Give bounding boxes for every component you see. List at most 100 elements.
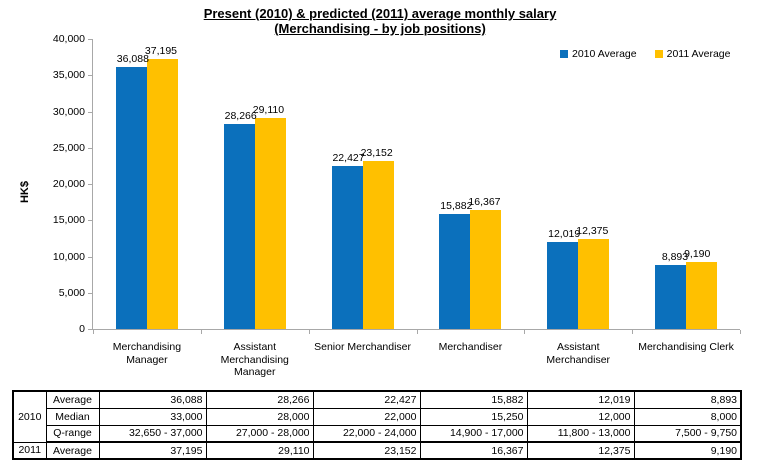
stat-cell: Average xyxy=(45,441,100,460)
bar-2010-average xyxy=(115,67,147,329)
stat-cell: Q-range xyxy=(45,424,100,443)
y-tick xyxy=(88,75,92,77)
bar-2011-average xyxy=(578,239,610,329)
value-cell: 22,427 xyxy=(312,390,421,409)
value-cell: 8,893 xyxy=(633,390,742,409)
y-axis-title: HK$ xyxy=(19,180,32,204)
legend-item: 2011 Average xyxy=(654,48,731,60)
y-tick-label: 0 xyxy=(79,323,85,335)
y-tick-label: 30,000 xyxy=(52,105,85,118)
value-cell: 12,000 xyxy=(526,407,635,426)
bar-2010-average xyxy=(547,241,579,329)
category-label: Merchandising Manager xyxy=(112,341,182,366)
category-label: Assistant Merchandiser xyxy=(546,341,611,366)
year-cell: 2011 xyxy=(12,441,47,460)
bar-2010-average xyxy=(655,264,687,329)
y-tick-label: 20,000 xyxy=(52,178,85,190)
y-tick xyxy=(88,220,92,222)
value-cell: 7,500 - 9,750 xyxy=(633,424,742,443)
y-tick xyxy=(88,39,92,40)
value-cell: 36,088 xyxy=(98,390,207,409)
y-tick xyxy=(88,184,92,185)
value-cell: 22,000 - 24,000 xyxy=(312,424,421,443)
bar-2011-average xyxy=(470,210,502,329)
x-tick xyxy=(93,330,94,334)
bar-value-label-2010: 28,266 xyxy=(224,110,257,123)
x-tick xyxy=(524,330,526,334)
value-cell: 9,190 xyxy=(633,441,742,460)
bar-value-label-2010: 15,882 xyxy=(440,199,473,212)
value-cell: 22,000 xyxy=(312,407,421,426)
bar-value-label-2011: 12,375 xyxy=(576,225,609,238)
y-tick-label: 35,000 xyxy=(52,69,85,82)
stat-cell: Median xyxy=(45,407,100,426)
value-cell: 32,650 - 37,000 xyxy=(98,424,207,443)
y-tick xyxy=(88,256,92,258)
year-cell: 2010 xyxy=(12,390,47,443)
value-cell: 14,900 - 17,000 xyxy=(419,424,528,443)
category-label: Senior Merchandiser xyxy=(314,341,412,353)
bar-value-label-2010: 8,893 xyxy=(661,250,689,263)
y-tick-label: 25,000 xyxy=(52,141,85,154)
bar-2011-average xyxy=(362,161,394,329)
salary-table-wrap: 2010 Average 36,088 28,266 22,427 15,882 12,01… xyxy=(12,390,742,460)
value-cell: 16,367 xyxy=(419,441,528,460)
chart-title-line1: Present (2010) & predicted (2011) averag… xyxy=(203,6,557,21)
value-cell: 8,000 xyxy=(633,407,742,426)
chart-legend: 2010 Average 2011 Average xyxy=(560,48,730,60)
value-cell: 15,250 xyxy=(419,407,528,426)
category-label: Merchandiser xyxy=(438,341,503,353)
x-tick xyxy=(416,330,418,334)
value-cell: 23,152 xyxy=(312,441,421,460)
value-cell: 12,019 xyxy=(526,390,635,409)
bar-2011-average xyxy=(686,262,718,329)
y-tick xyxy=(88,329,92,330)
y-tick xyxy=(88,292,92,294)
value-cell: 11,800 - 13,000 xyxy=(526,424,635,443)
value-cell: 29,110 xyxy=(205,441,314,460)
legend-label: 2011 Average xyxy=(666,48,731,60)
value-cell: 12,375 xyxy=(526,441,635,460)
category-label: Assistant Merchandising Manager xyxy=(220,341,289,378)
bar-2010-average xyxy=(331,166,363,329)
y-tick xyxy=(88,147,92,149)
x-tick xyxy=(200,330,202,334)
legend-swatch xyxy=(560,50,568,58)
value-cell: 15,882 xyxy=(419,390,528,409)
y-tick-label: 5,000 xyxy=(58,286,85,299)
legend-label: 2010 Average xyxy=(572,48,637,60)
value-cell: 37,195 xyxy=(98,441,207,460)
bar-value-label-2010: 36,088 xyxy=(116,53,149,66)
bar-value-label-2011: 23,152 xyxy=(360,147,393,160)
bar-2011-average xyxy=(254,117,286,329)
y-tick-label: 40,000 xyxy=(52,33,85,45)
x-tick xyxy=(740,330,741,334)
bar-value-label-2011: 29,110 xyxy=(252,103,285,116)
salary-table: 2010 Average 36,088 28,266 22,427 15,882 12,01… xyxy=(12,390,742,460)
y-tick-label: 15,000 xyxy=(52,214,85,227)
bar-value-label-2011: 9,190 xyxy=(684,248,711,261)
bar-value-label-2011: 37,195 xyxy=(144,45,178,58)
bar-2011-average xyxy=(146,59,178,329)
bar-value-label-2010: 22,427 xyxy=(332,152,365,165)
bar-value-label-2011: 16,367 xyxy=(468,196,501,209)
bar-2010-average xyxy=(439,213,471,329)
bar-value-label-2010: 12,019 xyxy=(548,227,581,240)
value-cell: 28,000 xyxy=(205,407,314,426)
plot-area: 0 5,000 10,000 15,000 20,000 25,000 30,000 35,0… xyxy=(53,33,741,378)
chart-title: Present (2010) & predicted (2011) averag… xyxy=(0,6,760,36)
bar-2010-average xyxy=(223,124,255,329)
legend-item: 2010 Average xyxy=(560,48,637,60)
y-tick xyxy=(88,111,92,113)
x-tick xyxy=(632,330,634,334)
value-cell: 27,000 - 28,000 xyxy=(205,424,314,443)
stat-cell: Average xyxy=(45,390,100,409)
value-cell: 28,266 xyxy=(205,390,314,409)
x-axis-line xyxy=(92,329,740,330)
legend-swatch xyxy=(654,50,663,58)
y-axis-line xyxy=(92,39,93,330)
chart-title-line2: (Merchandising - by job positions) xyxy=(274,21,486,36)
x-tick xyxy=(308,330,310,334)
category-label: Merchandising Clerk xyxy=(638,341,734,353)
